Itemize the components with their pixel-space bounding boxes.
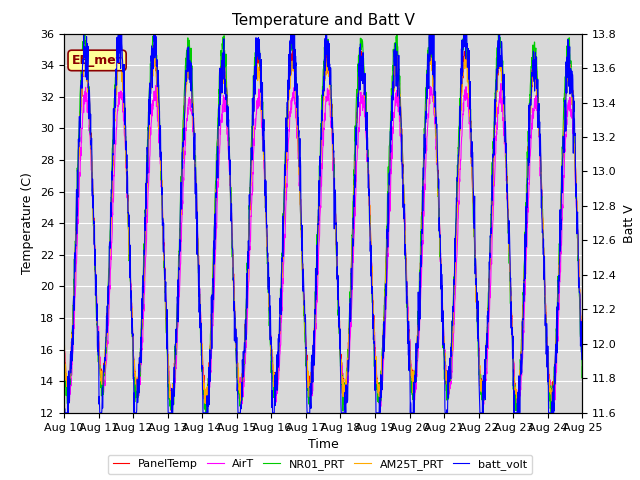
Text: EE_met: EE_met [72,54,122,67]
PanelTemp [579,351,586,357]
batt_volt [579,331,586,336]
AM25T_PRT [579,346,586,352]
AirT [382,307,390,312]
AM25T_PRT [157,168,164,173]
Line: AM25T_PRT: AM25T_PRT [64,53,582,409]
NR01_PRT [202,395,209,400]
NR01_PRT [426,18,434,24]
PanelTemp [556,233,564,239]
AirT [579,346,586,351]
batt_volt [80,22,88,28]
PanelTemp [513,399,520,405]
Line: AirT: AirT [64,84,582,418]
AM25T_PRT [382,261,390,266]
Line: batt_volt: batt_volt [64,25,582,413]
PanelTemp [382,261,390,267]
AM25T_PRT [514,407,522,412]
NR01_PRT [157,150,164,156]
AirT [477,376,484,382]
batt_volt [383,293,390,299]
PanelTemp [116,39,124,45]
NR01_PRT [60,349,68,355]
NR01_PRT [382,268,390,274]
Line: NR01_PRT: NR01_PRT [64,21,582,417]
PanelTemp [60,342,68,348]
PanelTemp [157,155,164,160]
AM25T_PRT [60,347,68,353]
Legend: PanelTemp, AirT, NR01_PRT, AM25T_PRT, batt_volt: PanelTemp, AirT, NR01_PRT, AM25T_PRT, ba… [108,455,532,474]
AirT [556,273,564,279]
Y-axis label: Temperature (C): Temperature (C) [22,172,35,274]
batt_volt [157,157,165,163]
PanelTemp [328,119,336,124]
Line: PanelTemp: PanelTemp [64,42,582,402]
AM25T_PRT [116,50,124,56]
Title: Temperature and Batt V: Temperature and Batt V [232,13,415,28]
batt_volt [60,349,68,355]
AirT [328,132,335,138]
AirT [157,161,164,167]
batt_volt [61,410,68,416]
Y-axis label: Batt V: Batt V [623,204,636,242]
NR01_PRT [477,387,484,393]
NR01_PRT [556,213,564,219]
PanelTemp [477,385,484,391]
AirT [60,342,68,348]
AM25T_PRT [328,125,336,131]
batt_volt [556,207,564,213]
AM25T_PRT [202,389,209,395]
X-axis label: Time: Time [308,438,339,451]
AirT [497,81,505,86]
batt_volt [328,115,336,120]
AirT [549,415,557,421]
PanelTemp [202,395,209,400]
AM25T_PRT [477,388,484,394]
NR01_PRT [328,108,335,114]
batt_volt [202,410,210,416]
AirT [202,390,209,396]
AM25T_PRT [556,242,564,248]
NR01_PRT [548,414,556,420]
NR01_PRT [579,364,586,370]
batt_volt [477,410,485,416]
